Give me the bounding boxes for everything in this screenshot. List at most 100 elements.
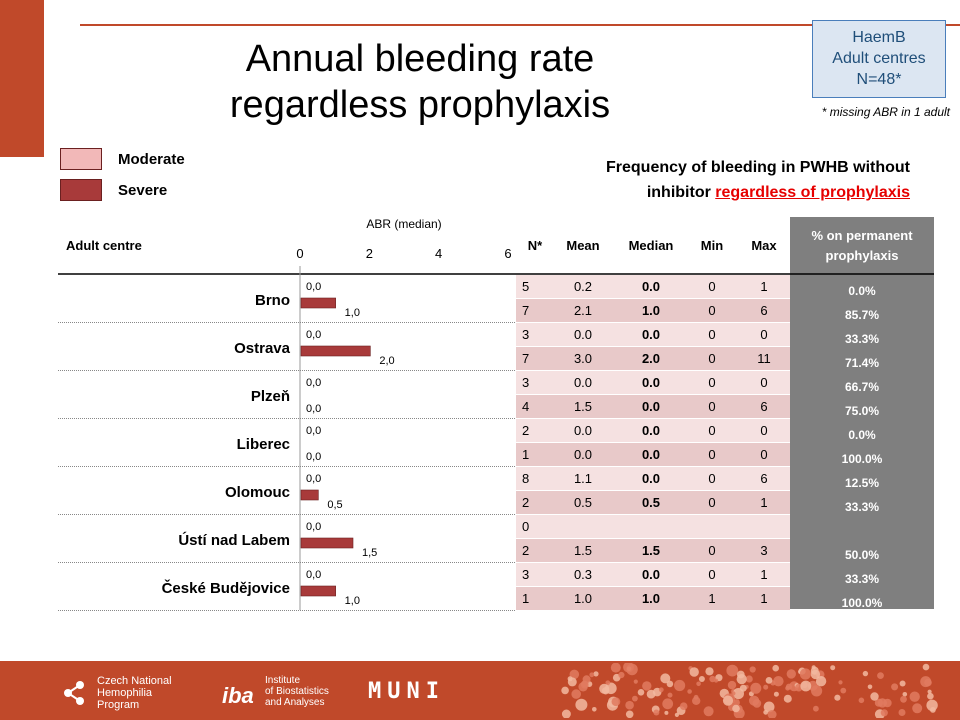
legend-item-severe: Severe [60,179,167,201]
decor-dot [732,704,740,713]
cell-mean: 3.0 [573,351,593,366]
muni-logo: MUNI [368,679,445,704]
header-perm-line-2: prophylaxis [825,248,899,263]
cell-n: 7 [522,303,530,318]
header-min: Min [700,238,724,253]
decor-dot [687,689,692,694]
decor-dot [877,698,888,708]
cell-mean: 0.0 [573,423,593,438]
cell-median: 1.0 [641,591,661,606]
decor-dot [653,709,660,716]
bar-severe [300,585,336,597]
cell-perm: 100.0% [841,596,883,610]
logo2-line-1: Institute [265,675,301,686]
decor-dot [785,685,790,691]
cell-n: 4 [522,399,530,414]
decor-dot [662,698,674,710]
decor-dot [773,676,784,687]
cell-n: 1 [522,447,530,462]
decor-dot [799,668,811,680]
decor-dot [800,680,812,692]
data-label-moderate: 0,0 [306,329,321,341]
decor-dot [811,665,816,670]
cell-perm: 100.0% [841,452,883,466]
data-label-severe: 0,5 [327,499,342,511]
table-row-background [516,587,790,610]
decor-dot [569,669,580,680]
cell-max: 1 [760,495,768,510]
cell-n: 5 [522,279,530,294]
header-mean: Mean [566,238,600,253]
cell-median: 0.5 [641,495,661,510]
cell-median: 0.0 [641,279,661,294]
perm-column-background [790,217,934,609]
category-label: Liberec [237,436,290,453]
decor-dot [840,687,847,694]
decor-dot [575,698,588,711]
decor-dot [646,689,656,699]
table-row-background [516,323,790,346]
decor-dot [750,682,762,694]
data-label-severe: 0,0 [306,403,321,415]
cell-n: 3 [522,375,530,390]
cell-min: 0 [708,495,716,510]
decor-dot [610,663,621,673]
cell-max: 0 [760,375,768,390]
cell-mean: 0.2 [573,279,593,294]
cell-max: 1 [760,591,768,606]
table-row-background [516,347,790,370]
decor-dot [867,684,873,690]
info-box: HaemB Adult centres N=48* [812,20,946,98]
decor-dot [858,697,865,704]
decor-dot [567,676,573,682]
cell-max: 6 [760,399,768,414]
header-max: Max [751,238,777,253]
logo1-line-1: Czech National [97,675,172,687]
legend-swatch-moderate [60,148,102,170]
cell-perm: 33.3% [844,500,880,514]
cell-max: 1 [760,567,768,582]
table-row-background [516,371,790,394]
x-tick-label: 2 [366,246,373,261]
decor-dot [920,676,932,688]
cell-median: 2.0 [641,351,661,366]
left-accent-bar [0,0,44,157]
cell-max: 0 [760,447,768,462]
category-label: Ostrava [234,340,291,357]
cell-max: 0 [760,423,768,438]
decor-dot [900,695,907,703]
decor-dot [625,700,634,710]
cell-min: 0 [708,567,716,582]
cell-median: 0.0 [641,423,661,438]
cell-perm: 85.7% [844,308,880,322]
decor-dot [705,667,714,676]
cell-min: 1 [708,591,716,606]
decor-dot [679,702,688,710]
cell-n: 3 [522,327,530,342]
decor-dot [880,709,888,717]
legend-label-severe: Severe [118,181,168,199]
logo1-line-3: Program [97,699,140,711]
frequency-title-highlight: regardless of prophylaxis [715,184,910,201]
cell-perm: 33.3% [844,572,880,586]
cell-perm: 0.0% [848,428,876,442]
cell-perm: 12.5% [844,476,880,490]
cell-mean: 1.1 [573,471,593,486]
decor-dot [870,692,879,701]
decor-dot [698,676,705,682]
legend-label-moderate: Moderate [118,150,185,168]
cell-min: 0 [708,543,716,558]
decor-dot [786,669,796,679]
cell-perm: 66.7% [844,380,880,394]
decor-dot [813,705,819,712]
decor-dot [605,680,611,686]
decor-dot [767,710,777,718]
data-label-severe: 0,0 [306,451,321,463]
decor-dot [571,689,581,699]
decor-dot [909,691,920,702]
cell-min: 0 [708,447,716,462]
decor-dot [727,680,737,690]
decor-dot [830,665,836,671]
data-label-moderate: 0,0 [306,521,321,533]
cell-n: 1 [522,591,530,606]
